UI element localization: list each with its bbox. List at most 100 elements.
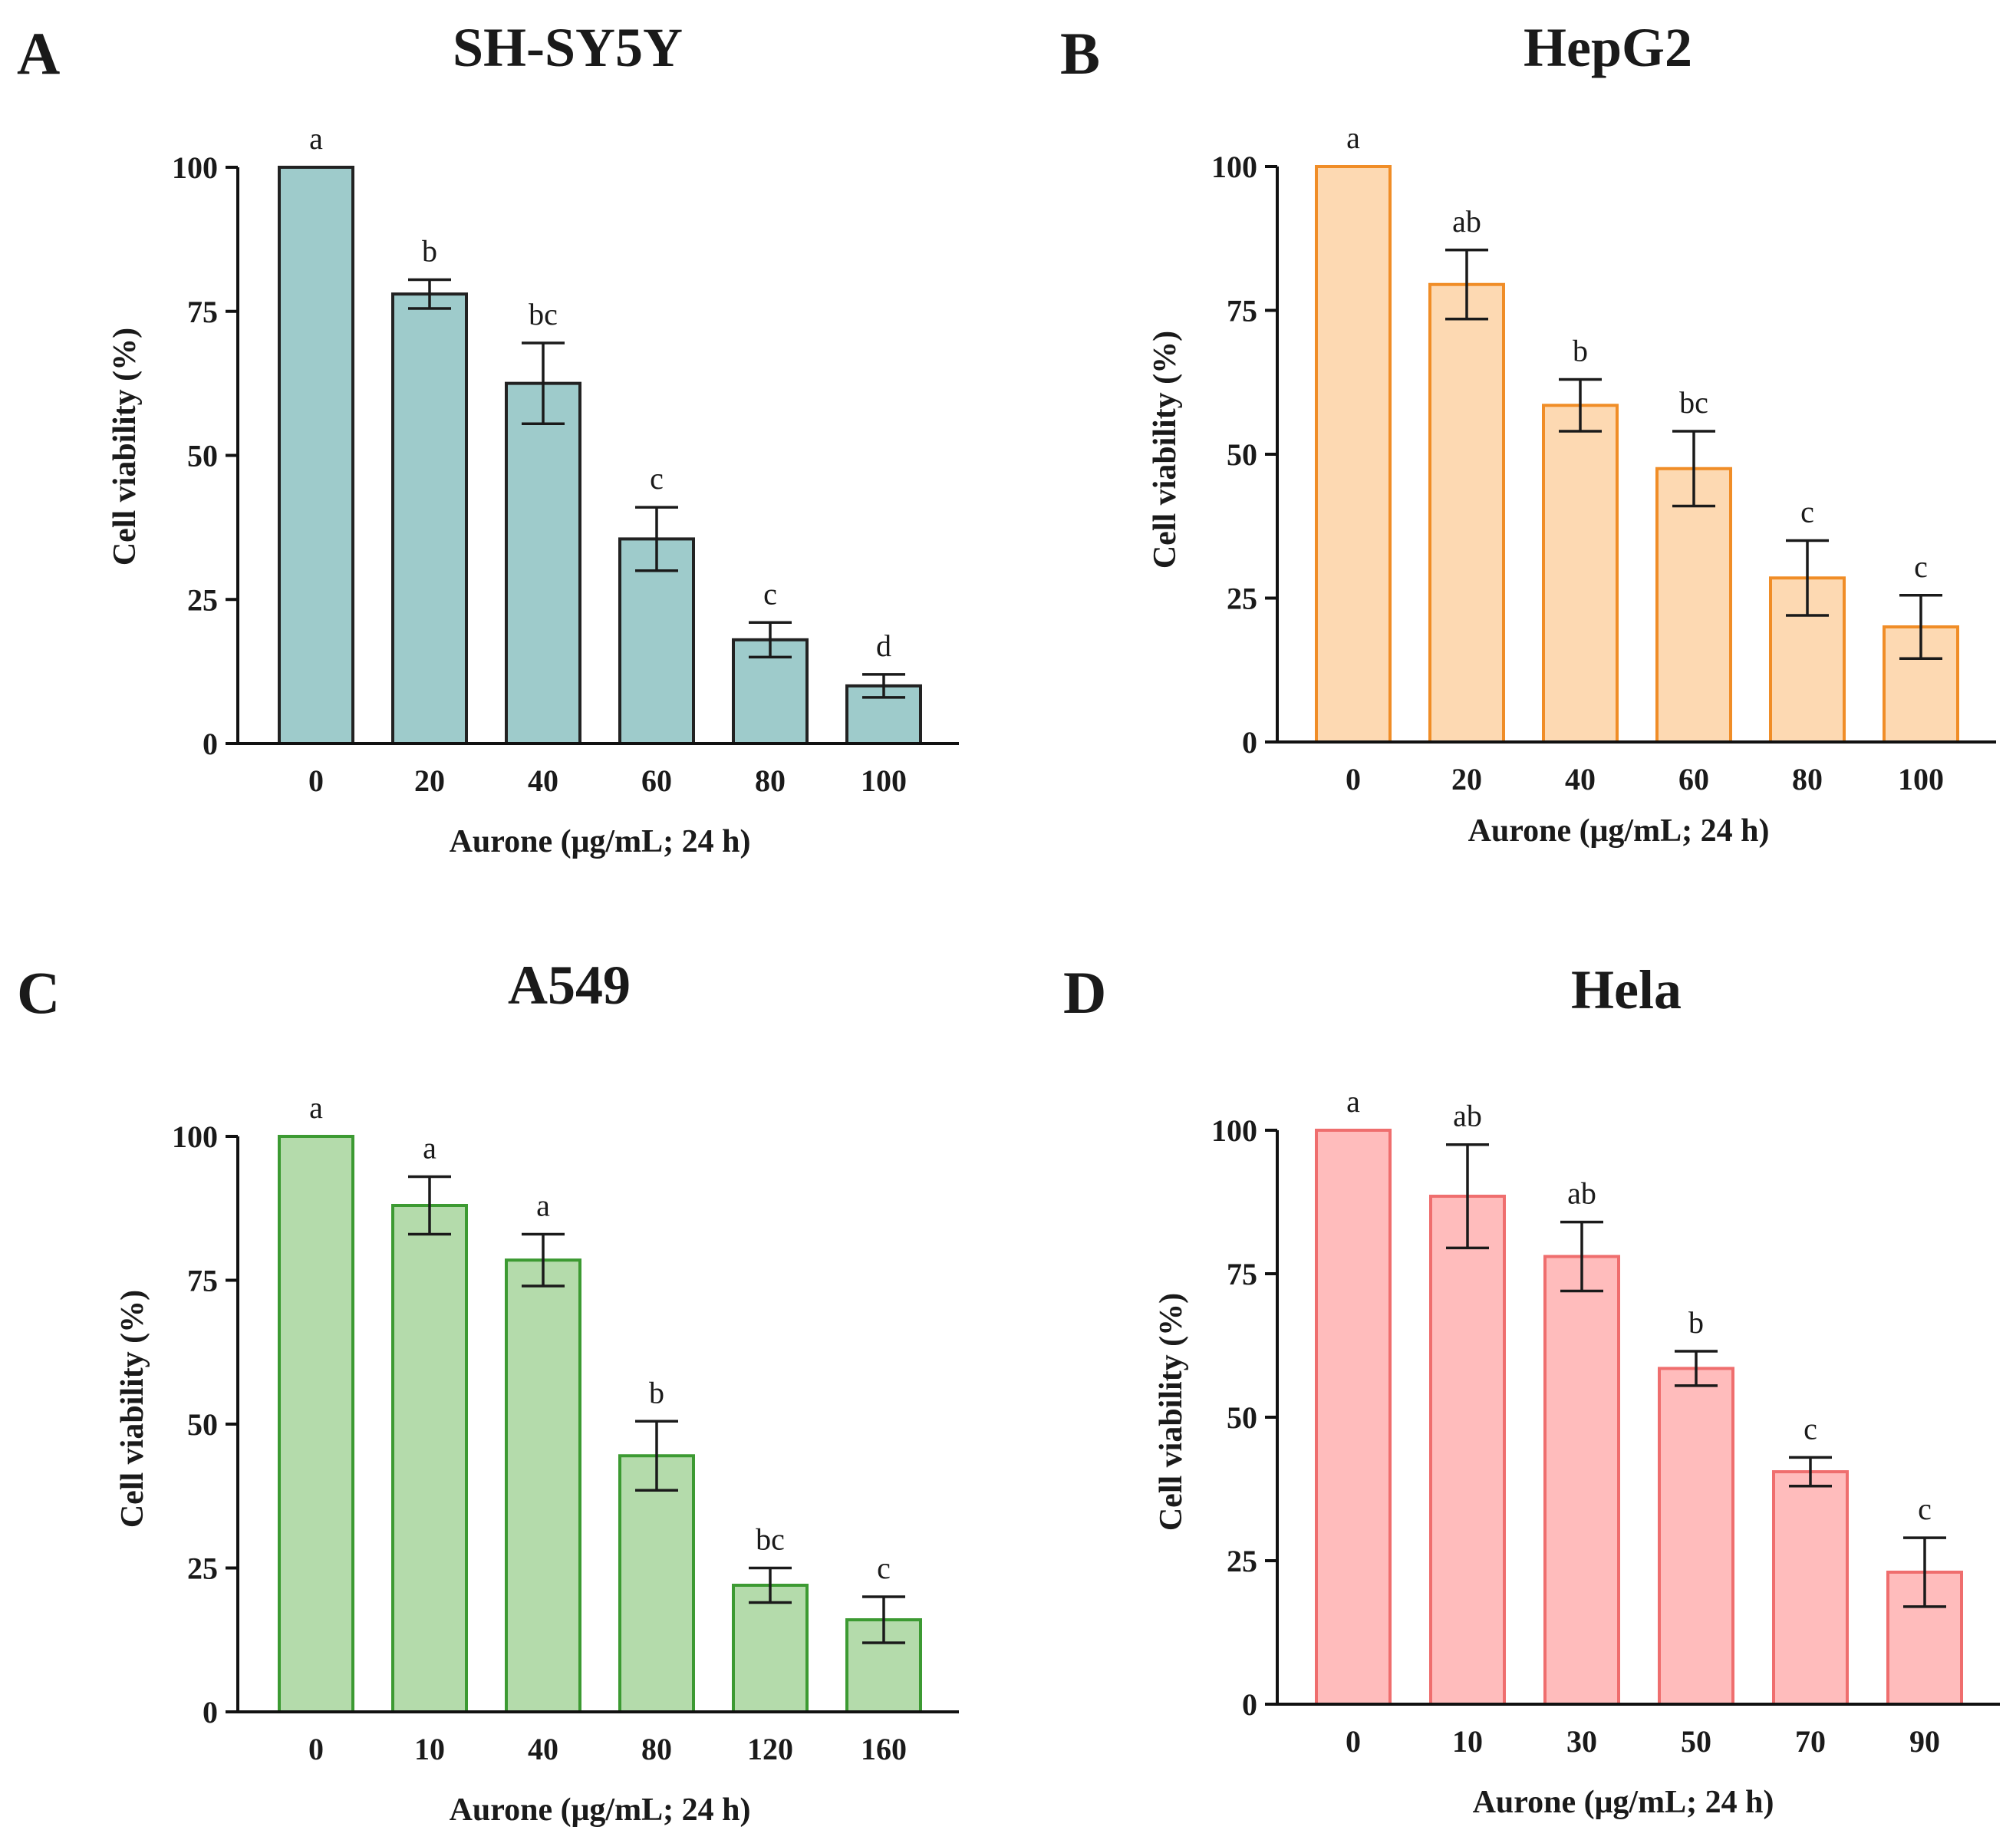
panel-b-plot: a 0 ab 20 b 40 bc 60 c 80 c 100 0 25 50 75 100 <box>1211 120 1996 796</box>
panel-d-y-tick-label: 25 <box>1227 1544 1257 1578</box>
panel-a-error-bar <box>635 506 678 572</box>
panel-c-x-tick-label: 160 <box>861 1732 907 1766</box>
panel-c-y-tick-label: 100 <box>172 1119 218 1154</box>
panel-a-plot: a 0 b 20 bc 40 c 60 c 80 d 100 0 25 50 75 100 <box>172 121 959 798</box>
panel-a-x-tick-label: 80 <box>755 763 786 798</box>
panel-b-y-tick-label: 0 <box>1242 725 1257 760</box>
panel-c-significance-label: a <box>309 1090 323 1125</box>
panel-a-significance-label: b <box>422 233 437 268</box>
panel-d-significance-label: ab <box>1453 1099 1482 1133</box>
panel-b-y-tick-label: 75 <box>1227 294 1257 328</box>
panel-c-error-bar <box>522 1232 565 1288</box>
panel-c-significance-label: c <box>877 1551 891 1585</box>
panel-d-bar <box>1429 1195 1506 1706</box>
panel-c-bar <box>732 1584 809 1713</box>
panel-b-significance-label: bc <box>1679 385 1708 420</box>
panel-a-bar <box>278 166 354 745</box>
panel-b-significance-label: ab <box>1452 204 1481 239</box>
panel-c-significance-label: a <box>423 1131 436 1166</box>
panel-c-letter: C <box>17 959 60 1026</box>
panel-d-significance-label: ab <box>1567 1176 1596 1211</box>
panel-d-error-bar <box>1446 1143 1489 1250</box>
panel-a-bar <box>505 381 581 745</box>
panel-d-x-tick-label: 10 <box>1452 1724 1483 1759</box>
panel-c-bar <box>618 1454 695 1713</box>
panel-d-title: Hela <box>1571 959 1682 1021</box>
panel-d-bar <box>1315 1129 1392 1706</box>
panel-c-x-tick-label: 120 <box>747 1732 793 1766</box>
panel-c-error-bar <box>635 1420 678 1492</box>
panel-d: D Hela Cell viability (%) Aurone (μg/mL;… <box>1063 959 2000 1820</box>
panel-c-y-tick-label: 25 <box>187 1551 218 1586</box>
panel-c-bar <box>278 1135 354 1713</box>
panel-c-y-tick-label: 50 <box>187 1407 218 1442</box>
panel-c-plot: a 0 a 10 a 40 b 80 bc 120 c 160 0 25 50 75 100 <box>172 1090 959 1766</box>
panel-b-x-tick-label: 100 <box>1898 762 1944 796</box>
panel-d-error-bar <box>1789 1456 1832 1488</box>
panel-b: B HepG2 Cell viability (%) Aurone (μg/mL… <box>1060 17 1996 849</box>
panel-b-bar <box>1542 404 1619 744</box>
panel-a-y-tick-label: 100 <box>172 150 218 185</box>
panel-b-significance-label: c <box>1914 549 1928 584</box>
panel-b-y-tick-label: 50 <box>1227 437 1257 472</box>
panel-b-significance-label: b <box>1573 334 1588 368</box>
panel-a-x-tick-label: 0 <box>308 763 324 798</box>
panel-b-significance-label: c <box>1800 495 1814 529</box>
panel-a-y-tick-label: 75 <box>187 295 218 329</box>
panel-a-letter: A <box>17 20 60 87</box>
panel-a-significance-label: bc <box>529 297 558 331</box>
panel-c-x-tick-label: 10 <box>414 1732 445 1766</box>
panel-c-x-tick-label: 0 <box>308 1732 324 1766</box>
panel-d-x-tick-label: 50 <box>1681 1724 1711 1759</box>
panel-b-error-bar <box>1899 594 1942 660</box>
panel-d-x-axis-label: Aurone (μg/mL; 24 h) <box>1473 1785 1774 1820</box>
panel-a-title: SH-SY5Y <box>453 17 683 78</box>
panel-d-x-tick-label: 90 <box>1909 1724 1940 1759</box>
panel-d-bar <box>1772 1470 1849 1706</box>
panel-a-x-axis-label: Aurone (μg/mL; 24 h) <box>450 824 751 859</box>
panel-d-error-bar <box>1675 1350 1718 1387</box>
panel-d-y-tick-label: 75 <box>1227 1257 1257 1291</box>
panel-a-y-tick-label: 50 <box>187 439 218 473</box>
panel-d-x-tick-label: 0 <box>1346 1724 1361 1759</box>
panel-d-significance-label: c <box>1918 1492 1932 1526</box>
panel-c-significance-label: a <box>536 1189 550 1223</box>
panel-d-significance-label: a <box>1346 1084 1360 1119</box>
panel-c-x-axis-label: Aurone (μg/mL; 24 h) <box>450 1792 751 1828</box>
panel-b-x-tick-label: 0 <box>1346 762 1361 796</box>
panel-c-x-tick-label: 40 <box>528 1732 558 1766</box>
panel-d-y-tick-label: 100 <box>1211 1113 1257 1148</box>
panel-b-bar <box>1655 467 1732 744</box>
panel-a-y-tick-label: 25 <box>187 582 218 617</box>
panel-b-x-tick-label: 40 <box>1565 762 1596 796</box>
panel-b-significance-label: a <box>1346 120 1360 155</box>
panel-d-error-bar <box>1560 1220 1603 1293</box>
panel-c-bar <box>505 1258 581 1713</box>
panel-a-significance-label: a <box>309 121 323 156</box>
panel-c-y-axis-label: Cell viability (%) <box>115 1290 150 1528</box>
panel-b-bar <box>1428 282 1505 744</box>
panel-b-bar <box>1315 165 1392 744</box>
panel-a-error-bar <box>749 621 792 659</box>
panel-c-error-bar <box>408 1175 451 1236</box>
panel-d-y-tick-label: 0 <box>1242 1687 1257 1722</box>
panel-a-significance-label: d <box>876 628 891 663</box>
panel-d-x-tick-label: 30 <box>1566 1724 1597 1759</box>
panel-c-bar <box>391 1204 468 1713</box>
panel-a-x-tick-label: 60 <box>641 763 672 798</box>
panel-d-plot: a 0 ab 10 ab 30 b 50 c 70 c 90 0 25 50 75 100 <box>1211 1084 2000 1759</box>
panel-b-y-tick-label: 100 <box>1211 150 1257 184</box>
panel-c-significance-label: b <box>649 1375 664 1410</box>
panel-a-bar <box>391 292 468 746</box>
panel-a-x-tick-label: 40 <box>528 763 558 798</box>
panel-c-x-tick-label: 80 <box>641 1732 672 1766</box>
panel-b-y-axis-label: Cell viability (%) <box>1148 331 1183 569</box>
panel-c: C A549 Cell viability (%) Aurone (μg/mL;… <box>17 955 959 1828</box>
panel-c-y-tick-label: 75 <box>187 1264 218 1298</box>
panel-a-y-tick-label: 0 <box>203 727 218 761</box>
panel-d-letter: D <box>1063 959 1106 1026</box>
panel-b-title: HepG2 <box>1524 17 1692 78</box>
panel-b-y-tick-label: 25 <box>1227 582 1257 616</box>
panel-b-x-tick-label: 20 <box>1451 762 1482 796</box>
